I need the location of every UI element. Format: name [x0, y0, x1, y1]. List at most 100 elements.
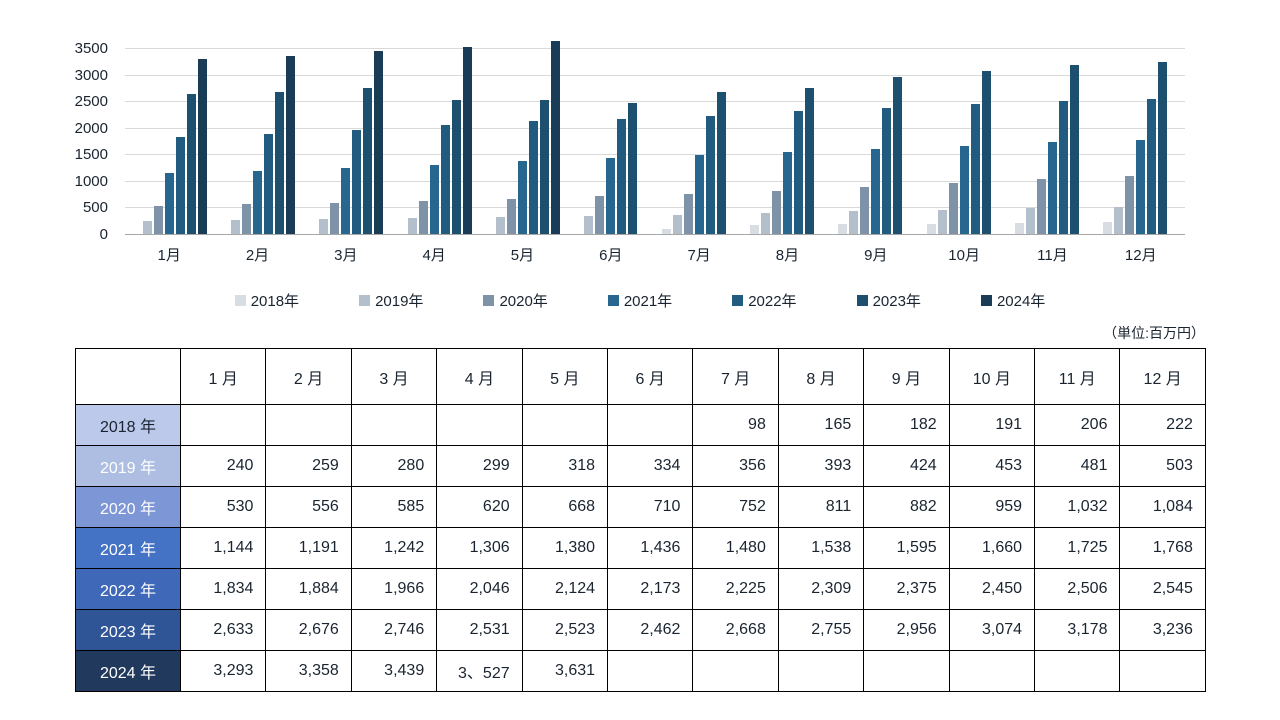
table-corner-cell	[75, 348, 181, 405]
bar-2022年-1月	[175, 136, 185, 234]
table-value-cell: 1,380	[521, 527, 609, 569]
bar-slot	[595, 196, 605, 234]
x-axis-label: 8月	[775, 247, 800, 264]
month-group-7	[655, 35, 743, 234]
table-body: 2018 年 98 165 182 191 206 222 2019 年 240 259 280 29…	[75, 404, 1206, 692]
table-value-cell: 206	[1034, 404, 1121, 446]
bar-2019年-10月	[937, 209, 947, 234]
bar-slot	[1136, 140, 1146, 234]
bar-slot	[771, 190, 781, 234]
table-value-cell: 1,084	[1119, 486, 1206, 528]
table-value-cell: 222	[1119, 404, 1206, 446]
bar-slot	[893, 76, 903, 234]
bar-groups	[125, 35, 1185, 234]
table-value-cell: 3,074	[948, 609, 1036, 651]
bar-2022年-3月	[352, 129, 362, 234]
bar-slot	[584, 216, 594, 234]
bar-slot	[1036, 179, 1046, 234]
bar-2022年-9月	[882, 107, 892, 234]
table-header-cell: 2 月	[265, 348, 352, 405]
legend-label: 2024年	[996, 293, 1046, 310]
bar-2022年-8月	[793, 111, 803, 234]
bar-slot	[871, 149, 881, 234]
x-axis-label: 1月	[157, 247, 181, 264]
legend-item-2021年: 2021年	[607, 290, 672, 311]
bar-2019年-7月	[672, 215, 682, 234]
table-year-cell: 2023 年	[75, 609, 181, 651]
table-value-cell: 3,631	[521, 650, 609, 692]
bar-slot	[506, 198, 516, 234]
bar-slot	[683, 194, 693, 234]
legend-swatch-icon	[234, 295, 246, 306]
table-value-cell: 2,523	[521, 609, 609, 651]
bar-2022年-10月	[970, 103, 980, 234]
table-value-cell: 2,506	[1034, 568, 1121, 610]
table-value-cell: 1,242	[350, 527, 438, 569]
table-row-2022 年: 2022 年 1,834 1,884 1,966 2,046 2,124 2,173 2,22…	[75, 568, 1206, 610]
month-group-12	[1097, 35, 1185, 234]
bar-2023年-7月	[716, 92, 726, 234]
table-header-cell: 7 月	[692, 348, 779, 405]
x-axis-label: 10月	[948, 247, 980, 264]
bar-2019年-3月	[319, 219, 329, 234]
bar-2022年-5月	[528, 121, 538, 234]
table-header-cell: 5 月	[521, 348, 609, 405]
bar-2021年-1月	[164, 173, 174, 234]
table-value-cell: 280	[350, 445, 438, 487]
table-header-cell: 10 月	[948, 348, 1036, 405]
bar-2021年-6月	[606, 157, 616, 234]
table-value-cell: 3,439	[350, 650, 438, 692]
month-group-6	[567, 35, 655, 234]
bar-2024年-2月	[285, 55, 295, 234]
table-year-cell: 2020 年	[75, 486, 181, 528]
table-value-cell: 1,768	[1119, 527, 1206, 569]
legend-item-2020年: 2020年	[483, 290, 548, 311]
table-value-cell: 334	[607, 445, 694, 487]
table-row-2021 年: 2021 年 1,144 1,191 1,242 1,306 1,380 1,436 1,48…	[75, 527, 1206, 569]
bar-slot	[981, 70, 991, 234]
bar-slot	[882, 107, 892, 234]
bar-2021年-2月	[252, 170, 262, 234]
bar-slot	[363, 88, 373, 234]
table-value-cell: 752	[692, 486, 779, 528]
bar-slot	[1069, 65, 1079, 234]
bar-2021年-12月	[1136, 140, 1146, 234]
table-value-cell: 2,956	[863, 609, 950, 651]
table-value-cell: 182	[863, 404, 950, 446]
table-value-cell: 2,124	[521, 568, 609, 610]
bar-2019年-6月	[584, 216, 594, 234]
bar-slot	[319, 219, 329, 234]
table-value-cell: 2,046	[436, 568, 523, 610]
bar-slot	[948, 183, 958, 234]
x-axis-label: 11月	[1037, 247, 1068, 264]
bar-2019年-11月	[1025, 208, 1035, 234]
bar-slot	[760, 213, 770, 234]
x-axis: 1月 2月 3月 4月 5月 6月 7月 8月 9月 10月 11月 12月	[125, 244, 1185, 265]
bar-slot	[606, 157, 616, 234]
bar-2022年-4月	[440, 125, 450, 234]
gridline-1000	[125, 180, 1185, 182]
table-value-cell: 1,480	[692, 527, 779, 569]
gridline-3500	[125, 48, 1185, 49]
table-value-cell: 259	[265, 445, 352, 487]
bar-slot	[186, 94, 196, 234]
x-axis-label: 7月	[687, 247, 711, 264]
bar-slot	[330, 202, 340, 234]
bar-2020年-1月	[153, 205, 163, 234]
table-value-cell: 620	[436, 486, 523, 528]
bar-slot	[937, 209, 947, 234]
table-row-2019 年: 2019 年 240 259 280 299 318 334 356 393 424 453 481 5…	[75, 445, 1206, 487]
table-value-cell: 3,236	[1119, 609, 1206, 651]
bar-2023年-5月	[539, 99, 549, 234]
table-value-cell: 668	[521, 486, 609, 528]
bar-2019年-5月	[495, 217, 505, 234]
bar-slot	[672, 215, 682, 234]
bar-slot	[462, 46, 472, 234]
table-value-cell: 2,746	[350, 609, 438, 651]
bar-2023年-2月	[274, 91, 284, 234]
table-value-cell	[607, 650, 694, 692]
bar-2023年-6月	[628, 103, 638, 234]
y-axis-tick-label: 500	[82, 199, 108, 217]
